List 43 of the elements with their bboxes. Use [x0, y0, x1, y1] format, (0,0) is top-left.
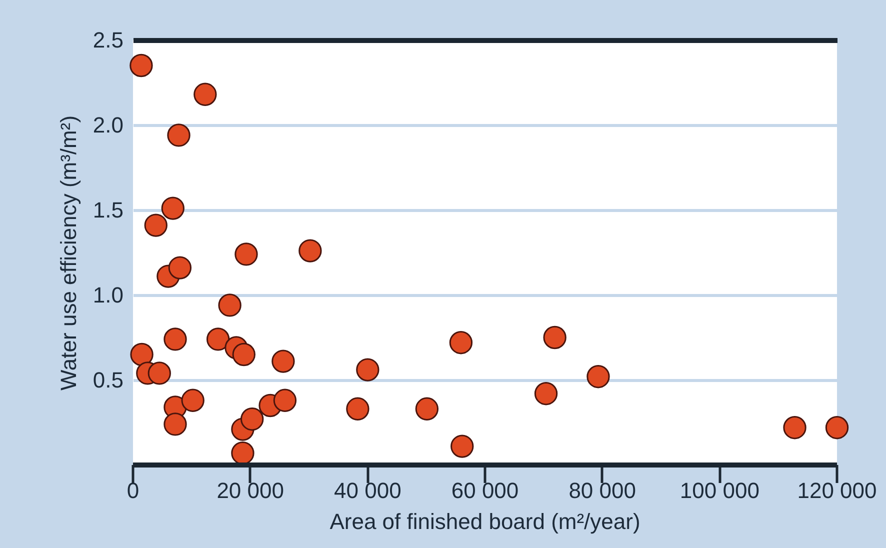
point	[450, 434, 474, 458]
point	[144, 214, 168, 237]
x-tick-label: 0	[126, 478, 140, 503]
y-tick-label: 2.0	[92, 112, 124, 138]
point	[543, 326, 566, 350]
point	[449, 331, 473, 354]
point	[168, 256, 192, 280]
point	[164, 328, 187, 351]
y-tick-label: 2.5	[92, 28, 124, 52]
point	[272, 350, 295, 373]
x-tick-label: 20 000	[216, 478, 284, 503]
point	[148, 362, 171, 385]
y-tick-label: 0.5	[92, 368, 124, 392]
point	[181, 388, 204, 412]
y-tick-label: 1.5	[92, 198, 124, 222]
x-axis-title: Area of finished board (m²/year)	[330, 509, 640, 534]
point	[415, 397, 439, 420]
x-tick-label: 120 000	[797, 478, 877, 503]
point	[218, 294, 242, 317]
point	[534, 382, 558, 406]
x-tick-label: 100 000	[680, 478, 760, 503]
point	[586, 365, 610, 388]
point	[194, 82, 217, 106]
point	[825, 416, 849, 440]
point	[346, 397, 370, 420]
point	[273, 388, 297, 412]
point	[783, 416, 806, 440]
y-tick-label: 1.0	[92, 282, 124, 308]
point	[298, 239, 322, 262]
point	[234, 242, 258, 266]
point	[161, 196, 184, 220]
point	[130, 342, 154, 366]
point	[130, 54, 153, 78]
point	[356, 358, 380, 382]
y-axis-title: Water use efficiency (m³/m²)	[56, 115, 81, 391]
point	[240, 408, 264, 431]
point	[232, 342, 256, 366]
x-tick-label: 60 000	[451, 478, 519, 503]
x-tick-label: 40 000	[334, 478, 402, 503]
point	[167, 124, 190, 147]
x-tick-label: 80 000	[568, 478, 636, 503]
point	[206, 328, 230, 351]
point	[164, 412, 187, 436]
